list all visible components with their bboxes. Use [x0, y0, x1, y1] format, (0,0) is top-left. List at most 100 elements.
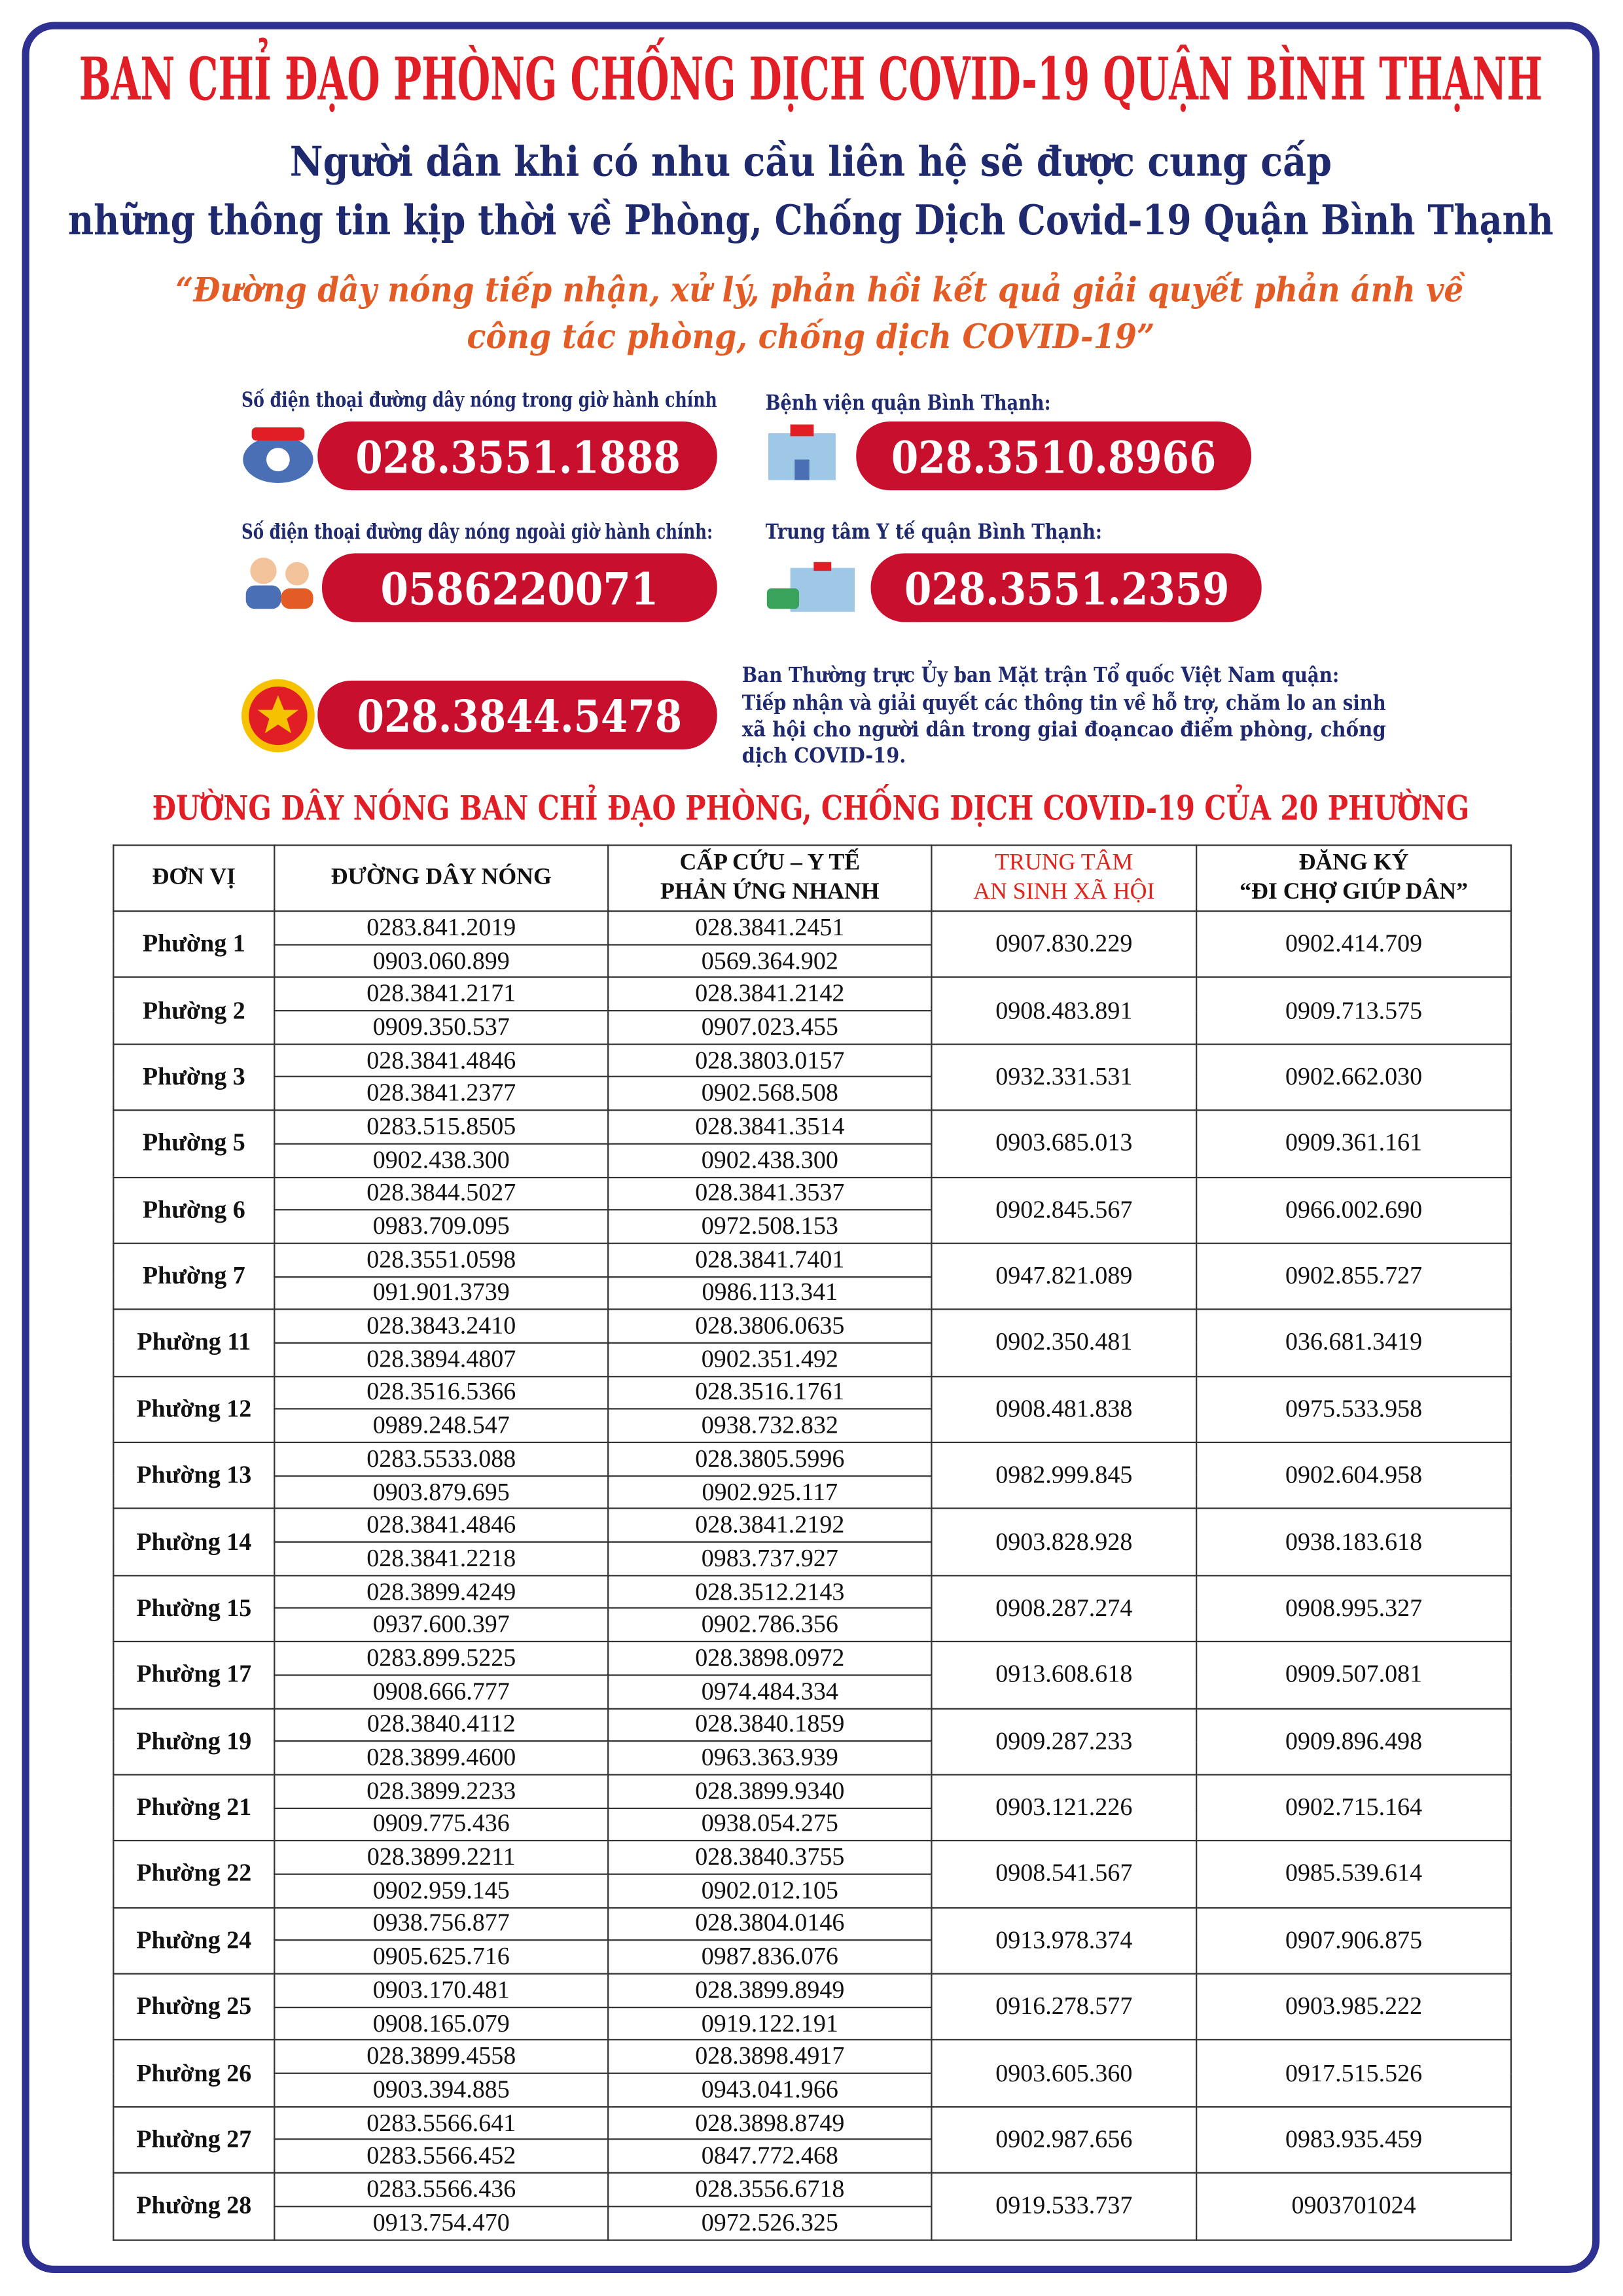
table-row: 0902.438.300 0902.438.300 [113, 1143, 1511, 1178]
table-row: 0983.709.095 0972.508.153 [113, 1209, 1511, 1244]
ward-cell: Phường 15 [113, 1574, 276, 1643]
header-line: “ĐI CHỢ GIÚP DÂN” [1240, 880, 1469, 905]
table-row: Phường 12 028.3516.5366 028.3516.1761 0908.… [113, 1375, 1512, 1444]
hotline-cell: 028.3841.4846 [274, 1043, 609, 1078]
emergency-cell: 028.3806.0635 [607, 1308, 933, 1344]
emergency-cell: 028.3898.8749 [607, 2106, 933, 2141]
hotline-number: 028.3551.1888 [355, 431, 680, 483]
hotline-cell: 028.3899.4558 [274, 2039, 609, 2074]
table-row: 0909.775.436 0938.054.275 [113, 1806, 1511, 1842]
ward-cell: Phường 25 [113, 1973, 276, 2041]
hotline-cell: 0908.666.777 [274, 1674, 609, 1709]
emergency-cell: 0902.568.508 [607, 1076, 933, 1111]
hotline-label: Bệnh viện quận Bình Thạnh: [766, 391, 1051, 415]
emergency-cell: 028.3841.2451 [607, 910, 933, 945]
ward-cell: Phường 22 [113, 1840, 276, 1909]
ward-cell: Phường 5 [113, 1109, 276, 1178]
table-row: 028.3899.4600 0963.363.939 [113, 1740, 1511, 1776]
hotline-label: Trung tâm Y tế quận Bình Thạnh: [766, 520, 1102, 544]
table-row: 0908.165.079 0919.122.191 [113, 2006, 1511, 2041]
emergency-cell: 0847.772.468 [607, 2139, 933, 2174]
market-cell: 0975.533.958 [1196, 1375, 1512, 1444]
hotline-number: 028.3510.8966 [891, 431, 1216, 483]
hotline-label: Số điện thoại đường dây nóng ngoài giờ h… [241, 520, 713, 544]
table-row: Phường 21 028.3899.2233 028.3899.9340 0903.… [113, 1774, 1512, 1842]
table-row: Phường 5 0283.515.8505 028.3841.3514 0903.6… [113, 1109, 1512, 1178]
emergency-cell: 0972.526.325 [607, 2205, 933, 2240]
column-header: CẤP CỨU – Y TẾ PHẢN ỨNG NHANH [607, 844, 933, 912]
table-row: Phường 25 0903.170.481 028.3899.8949 0916.2… [113, 1973, 1512, 2041]
emergency-cell: 0972.508.153 [607, 1209, 933, 1244]
emergency-cell: 028.3804.0146 [607, 1907, 933, 1942]
header: BAN CHỈ ĐẠO PHÒNG CHỐNG DỊCH COVID-19 QU… [68, 37, 1554, 828]
ward-cell: Phường 3 [113, 1043, 276, 1111]
hotline-cell: 0903.170.481 [274, 1973, 609, 2008]
table-row: Phường 2 028.3841.2171 028.3841.2142 0908.4… [113, 977, 1512, 1045]
ward-cell: Phường 21 [113, 1774, 276, 1842]
market-cell: 0908.995.327 [1196, 1574, 1512, 1643]
hotline-cell: 028.3843.2410 [274, 1308, 609, 1344]
hotline-pill [317, 680, 717, 749]
market-cell: 0903701024 [1196, 2172, 1512, 2240]
header-line: ĐĂNG KÝ [1298, 850, 1409, 876]
emergency-cell: 0983.737.927 [607, 1541, 933, 1576]
emergency-cell: 028.3841.3514 [607, 1109, 933, 1145]
table-row: Phường 27 0283.5566.641 028.3898.8749 0902.… [113, 2106, 1512, 2174]
ward-cell: Phường 24 [113, 1907, 276, 1975]
market-cell: 0985.539.614 [1196, 1840, 1512, 1909]
table-row: Phường 24 0938.756.877 028.3804.0146 0913.9… [113, 1907, 1512, 1975]
table-row: 028.3894.4807 0902.351.492 [113, 1342, 1511, 1377]
hotline-cell: 0283.899.5225 [274, 1641, 609, 1676]
table-body: Phường 1 0283.841.2019 028.3841.2451 0907.8… [113, 910, 1512, 2240]
hospital-icon [768, 424, 836, 480]
emergency-cell: 0919.122.191 [607, 2006, 933, 2041]
hotline-cell: 028.3899.4249 [274, 1574, 609, 1609]
social-cell: 0932.331.531 [931, 1043, 1198, 1111]
hotline-cell: 0283.5566.641 [274, 2106, 609, 2141]
market-cell: 0902.662.030 [1196, 1043, 1512, 1111]
hotline-cell: 028.3894.4807 [274, 1342, 609, 1377]
social-cell: 0908.481.838 [931, 1375, 1198, 1444]
ward-cell: Phường 13 [113, 1441, 276, 1510]
emergency-cell: 028.3805.5996 [607, 1441, 933, 1477]
emergency-cell: 0902.351.492 [607, 1342, 933, 1377]
hotline-cell: 028.3841.2171 [274, 977, 609, 1012]
market-cell: 0902.414.709 [1196, 910, 1512, 978]
table-row: 0903.394.885 0943.041.966 [113, 2072, 1511, 2108]
table-row: Phường 19 028.3840.4112 028.3840.1859 0909.… [113, 1707, 1512, 1776]
social-cell: 0916.278.577 [931, 1973, 1198, 2041]
table-row: Phường 15 028.3899.4249 028.3512.2143 0908.… [113, 1574, 1512, 1643]
column-header: TRUNG TÂM AN SINH XÃ HỘI [931, 844, 1198, 912]
emergency-cell: 0902.925.117 [607, 1475, 933, 1510]
social-cell: 0947.821.089 [931, 1242, 1198, 1311]
social-cell: 0913.608.618 [931, 1641, 1198, 1709]
table-row: 0905.625.716 0987.836.076 [113, 1939, 1511, 1975]
ward-cell: Phường 11 [113, 1308, 276, 1377]
hotline-pill [321, 553, 717, 622]
table-row: Phường 11 028.3843.2410 028.3806.0635 0902.… [113, 1308, 1512, 1377]
ward-cell: Phường 1 [113, 910, 276, 978]
title: BAN CHỈ ĐẠO PHÒNG CHỐNG DỊCH COVID-19 QU… [79, 37, 1543, 114]
social-cell: 0908.287.274 [931, 1574, 1198, 1643]
ward-cell: Phường 27 [113, 2106, 276, 2174]
hotline-cell: 0938.756.877 [274, 1907, 609, 1942]
emergency-cell: 0974.484.334 [607, 1674, 933, 1709]
table-row: Phường 17 0283.899.5225 028.3898.0972 0913.… [113, 1641, 1512, 1709]
market-cell: 0902.715.164 [1196, 1774, 1512, 1842]
subtitle: Người dân khi có nhu cầu liên hệ sẽ được… [290, 137, 1332, 185]
front-description: Ban Thường trực Ủy ban Mặt trận Tổ quốc … [742, 660, 1339, 687]
hotline-cell: 0902.959.145 [274, 1873, 609, 1909]
header-line: PHẢN ỨNG NHANH [660, 880, 880, 905]
hotline-cell: 0903.879.695 [274, 1475, 609, 1510]
hotline-cell: 091.901.3739 [274, 1276, 609, 1311]
hotline-cell: 028.3844.5027 [274, 1175, 609, 1211]
front-description: xã hội cho người dân trong giai đoạncao … [742, 716, 1386, 742]
table-row: 091.901.3739 0986.113.341 [113, 1276, 1511, 1311]
frame [22, 22, 1600, 2273]
table-row: Phường 6 028.3844.5027 028.3841.3537 0902.8… [113, 1175, 1512, 1244]
hotline-cell: 0983.709.095 [274, 1209, 609, 1244]
emblem-icon [241, 679, 315, 753]
hotline-cell: 028.3899.2211 [274, 1840, 609, 1875]
social-cell: 0903.605.360 [931, 2039, 1198, 2108]
